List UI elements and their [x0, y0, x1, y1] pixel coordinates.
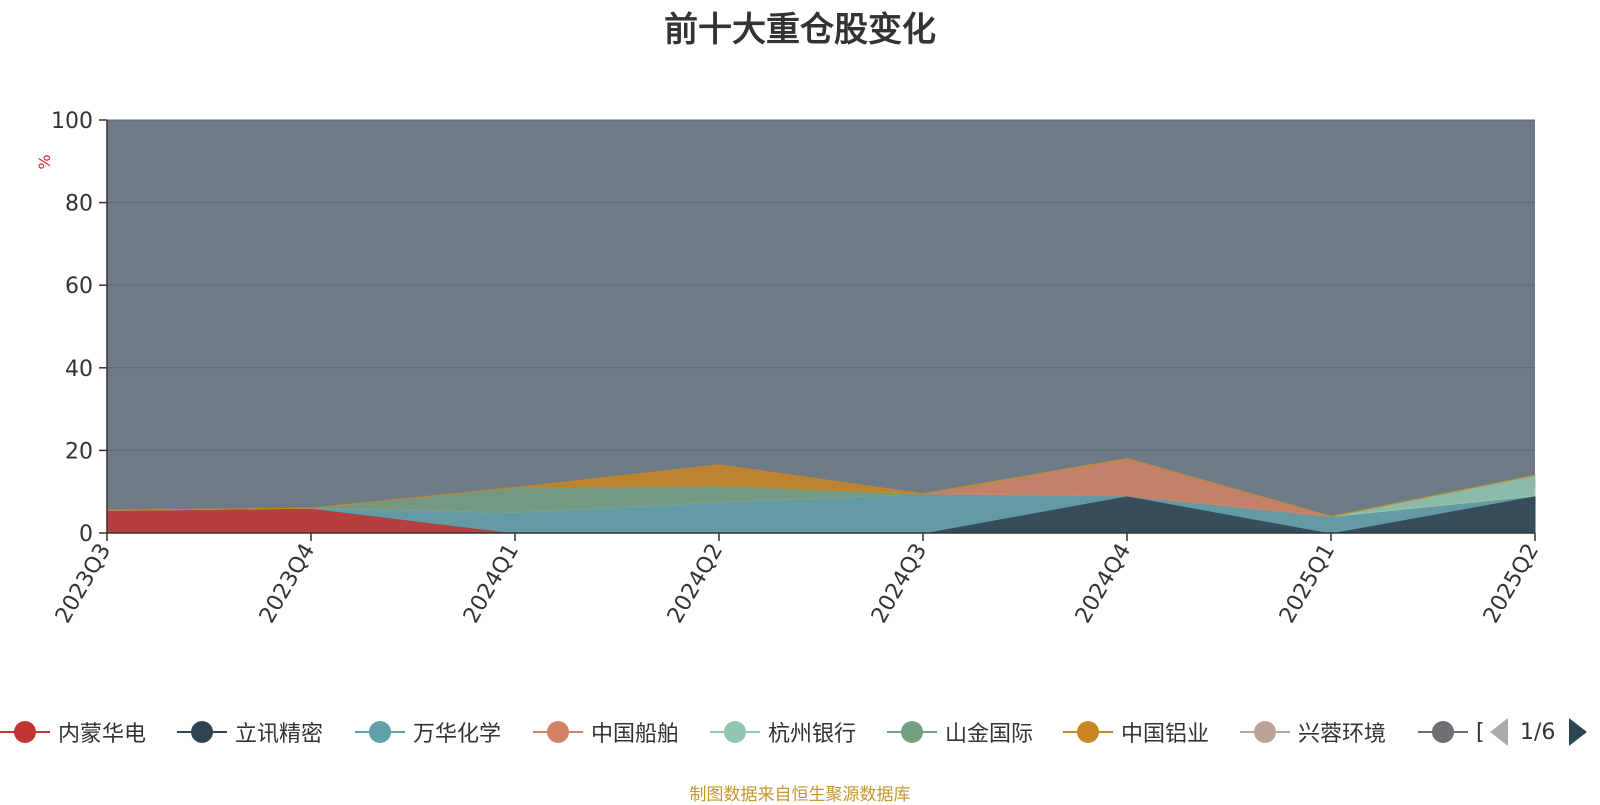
- legend-marker-icon: [0, 718, 50, 746]
- y-tick-label: 80: [65, 192, 93, 217]
- legend-marker-icon: [1418, 718, 1468, 746]
- x-tick-label: 2024Q3: [867, 540, 932, 628]
- y-tick-label: 60: [65, 274, 93, 299]
- legend-label: 立讯精密: [235, 722, 324, 747]
- x-tick-label: 2025Q2: [1479, 540, 1544, 628]
- plot-area-background: [107, 120, 1535, 533]
- legend-marker-icon: [177, 718, 227, 746]
- previous-page-icon[interactable]: [1490, 718, 1508, 746]
- legend-marker-icon: [1240, 718, 1290, 746]
- y-tick-label: 20: [65, 439, 93, 464]
- legend-label: 中国铝业: [1121, 722, 1210, 747]
- x-tick-label: 2024Q2: [663, 540, 728, 628]
- x-tick-label: 2024Q1: [459, 540, 524, 628]
- legend-item[interactable]: 万华化学: [355, 712, 501, 752]
- x-tick-label: 2023Q4: [255, 540, 320, 628]
- legend-item[interactable]: 中国船舶: [533, 712, 679, 752]
- y-axis-label: %: [35, 154, 54, 169]
- legend-label: 万华化学: [413, 722, 502, 747]
- chart-title: 前十大重仓股变化: [664, 10, 936, 50]
- legend-marker-icon: [533, 718, 583, 746]
- legend-item[interactable]: 立讯精密: [177, 712, 323, 752]
- legend: 内蒙华电 立讯精密 万华化学 中国船舶 杭州银行 山金国际 中国铝业 兴蓉环境 [1/6: [0, 712, 1600, 752]
- legend-item[interactable]: 杭州银行: [710, 712, 856, 752]
- x-tick-label: 2023Q3: [51, 540, 116, 628]
- area-series-7: [106, 458, 1536, 517]
- y-tick-label: 100: [51, 109, 93, 134]
- legend-item[interactable]: 山金国际: [887, 712, 1033, 752]
- legend-marker-icon: [1063, 718, 1113, 746]
- legend-marker-icon: [887, 718, 937, 746]
- next-page-icon[interactable]: [1569, 718, 1588, 746]
- legend-label: 杭州银行: [768, 722, 857, 747]
- legend-pager: 1/6: [1490, 712, 1588, 752]
- y-tick-label: 40: [65, 357, 93, 382]
- legend-item[interactable]: 中国铝业: [1063, 712, 1209, 752]
- legend-label: 中国船舶: [591, 722, 680, 747]
- legend-label: [: [1476, 719, 1485, 745]
- legend-marker-icon: [710, 718, 760, 746]
- source-note: 制图数据来自恒生聚源数据库: [689, 785, 911, 805]
- legend-item[interactable]: 兴蓉环境: [1240, 712, 1386, 752]
- y-tick-label: 0: [79, 522, 93, 547]
- legend-marker-icon: [355, 718, 405, 746]
- legend-label: 内蒙华电: [58, 722, 147, 747]
- legend-item[interactable]: 内蒙华电: [0, 712, 146, 752]
- legend-item[interactable]: [: [1418, 712, 1498, 752]
- x-tick-label: 2025Q1: [1275, 540, 1340, 628]
- legend-label: 山金国际: [945, 722, 1034, 747]
- x-tick-label: 2024Q4: [1071, 540, 1136, 628]
- legend-label: 兴蓉环境: [1298, 722, 1387, 747]
- page-indicator: 1/6: [1520, 719, 1556, 745]
